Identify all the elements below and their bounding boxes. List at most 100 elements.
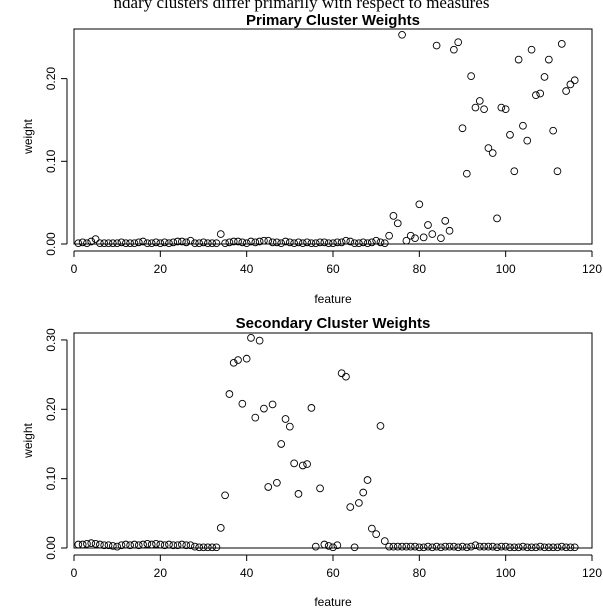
chart-2-point xyxy=(359,488,368,497)
chart-1-point xyxy=(182,238,191,247)
chart-1-point xyxy=(139,237,147,246)
chart-2-point xyxy=(324,542,333,550)
chart-2-point xyxy=(316,484,324,493)
chart-2-point xyxy=(475,542,484,551)
chart-1-point xyxy=(355,239,363,248)
chart-2-point xyxy=(389,542,398,551)
chart-2-point xyxy=(195,543,204,552)
chart-1-point xyxy=(510,167,519,176)
chart-1-x-tick-label: 40 xyxy=(240,262,254,276)
chart-2-point xyxy=(333,541,342,550)
chart-2-point xyxy=(169,541,178,550)
chart-1-point xyxy=(493,214,501,223)
chart-1-point xyxy=(307,239,316,248)
chart-1-point xyxy=(363,239,372,248)
chart-1-point xyxy=(480,105,488,114)
chart-1-point xyxy=(359,238,368,247)
chart-1-x-axis-label: feature xyxy=(314,292,352,306)
chart-1-point xyxy=(454,38,463,47)
chart-1-point xyxy=(316,238,324,247)
chart-1-y-tick-label: 0.00 xyxy=(44,232,58,256)
chart-2-point xyxy=(536,542,545,551)
chart-1-point xyxy=(247,237,255,246)
chart-1-x-tick-label: 60 xyxy=(326,262,340,276)
chart-2-point xyxy=(290,459,299,468)
chart-1-point xyxy=(389,212,398,220)
chart-1-x-tick-label: 100 xyxy=(496,262,516,276)
chart-1-point xyxy=(519,121,527,130)
chart-1-point xyxy=(165,239,173,248)
chart-2-point xyxy=(540,543,549,552)
chart-2-point xyxy=(355,499,363,507)
chart-1-point xyxy=(549,126,558,135)
chart-1-x-tick-label: 20 xyxy=(154,262,168,276)
chart-2-point xyxy=(432,542,441,551)
chart-1-point xyxy=(242,239,251,248)
chart-1-point xyxy=(311,239,320,248)
chart-1-point xyxy=(458,124,467,133)
chart-2-point xyxy=(212,543,221,552)
chart-2-point xyxy=(182,541,191,550)
chart-2-point xyxy=(100,541,109,550)
chart-1-point xyxy=(195,239,204,248)
chart-1-x-tick-label: 120 xyxy=(582,262,602,276)
chart-1-point xyxy=(229,237,238,246)
chart-1-y-tick-label: 0.10 xyxy=(44,149,58,173)
chart-2-point xyxy=(242,354,251,363)
chart-2-point xyxy=(173,541,182,550)
chart-1-point xyxy=(320,238,329,247)
chart-2-point xyxy=(247,334,255,342)
chart-2-point xyxy=(488,542,497,551)
chart-2-point xyxy=(337,369,346,378)
chart-2-point xyxy=(143,539,152,548)
chart-2-point xyxy=(83,539,91,548)
chart-1-point xyxy=(337,238,346,247)
chart-2-point xyxy=(557,542,566,551)
chart-1-point xyxy=(432,41,441,50)
chart-1-point xyxy=(514,55,523,64)
chart-2-point xyxy=(285,422,294,431)
chart-1-point xyxy=(126,239,134,248)
chart-2-point xyxy=(510,543,519,552)
chart-2-point xyxy=(303,460,311,468)
chart-1-point xyxy=(428,230,437,238)
chart-2-point xyxy=(277,440,286,448)
chart-1-point xyxy=(290,239,299,248)
chart-1-point xyxy=(104,239,113,248)
chart-1-point xyxy=(108,239,117,248)
chart-2-x-tick-label: 80 xyxy=(413,566,427,580)
chart-2-x-axis-label: feature xyxy=(314,595,352,609)
chart-2-point xyxy=(342,372,350,381)
chart-1-point xyxy=(441,216,450,225)
chart-1-point xyxy=(402,236,411,245)
chart-1-point xyxy=(471,103,480,112)
chart-2-point xyxy=(126,541,134,550)
chart-1-plot-frame xyxy=(73,28,593,245)
chart-2-point xyxy=(437,543,445,552)
chart-1-point xyxy=(221,239,229,248)
chart-2-point xyxy=(570,543,579,552)
chart-2-point xyxy=(96,540,104,549)
chart-1-point xyxy=(191,239,199,248)
chart-1-point xyxy=(234,237,242,246)
chart-2-point xyxy=(208,543,216,552)
chart-1-point xyxy=(411,234,419,243)
chart-1-point xyxy=(342,236,350,245)
chart-2-point xyxy=(298,461,307,470)
chart-2-point xyxy=(251,413,260,422)
chart-1-point xyxy=(506,130,514,139)
chart-1-y-tick-label: 0.20 xyxy=(44,67,58,91)
chart-1-point xyxy=(268,238,277,247)
chart-2-point xyxy=(152,539,160,548)
chart-1-point xyxy=(225,238,234,247)
chart-2-point xyxy=(506,543,514,552)
chart-2-point xyxy=(454,543,463,552)
chart-1-point xyxy=(130,239,139,248)
chart-1-point xyxy=(523,136,532,145)
chart-2-point xyxy=(311,542,320,551)
chart-1-point xyxy=(501,105,510,114)
chart-1-point xyxy=(74,239,83,248)
chart-1-point xyxy=(238,238,247,247)
chart-2-point xyxy=(419,543,428,552)
